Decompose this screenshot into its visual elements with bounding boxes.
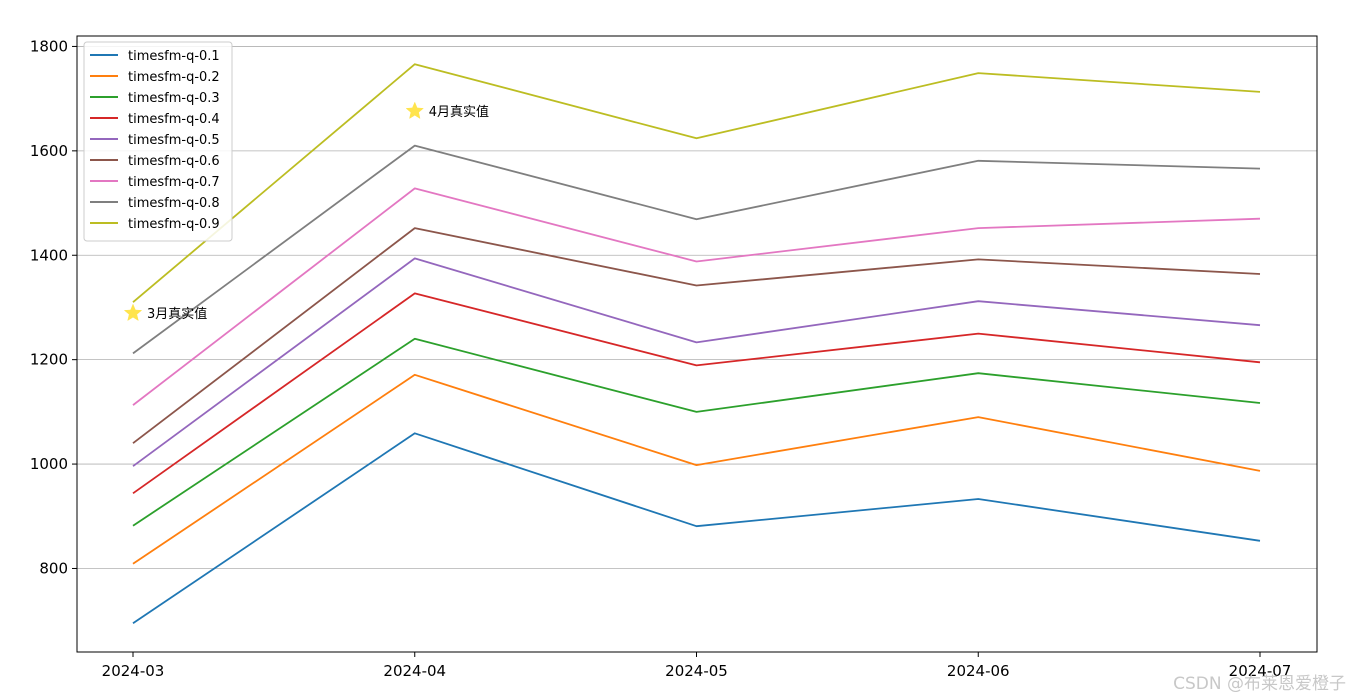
axis-ticks: 800 1000 1200 1400 1600 1800 2024-03 2024-04 202… <box>30 37 1292 680</box>
legend: timesfm-q-0.1 timesfm-q-0.2 timesfm-q-0.3 t… <box>83 41 233 242</box>
series-line-timesfm-q-0.9 <box>132 63 1261 303</box>
legend-label: timesfm-q-0.2 <box>128 70 220 85</box>
y-tick-label: 1600 <box>30 142 68 160</box>
legend-label: timesfm-q-0.8 <box>128 196 220 211</box>
x-tick-label: 2024-03 <box>102 662 165 680</box>
annotation-label: 4月真实值 <box>429 104 489 120</box>
legend-label: timesfm-q-0.9 <box>128 217 220 232</box>
legend-label: timesfm-q-0.7 <box>128 175 220 190</box>
x-tick-label: 2024-07 <box>1229 662 1292 680</box>
x-tick-label: 2024-05 <box>665 662 728 680</box>
grid-lines <box>77 46 1317 569</box>
annotation-label: 3月真实值 <box>147 306 207 322</box>
series-line-timesfm-q-0.5 <box>132 257 1261 467</box>
series-lines <box>132 63 1261 625</box>
series-line-timesfm-q-0.2 <box>132 373 1261 565</box>
series-line-timesfm-q-0.4 <box>132 292 1261 495</box>
legend-box <box>83 41 233 242</box>
y-tick-label: 1800 <box>30 37 68 55</box>
x-tick-label: 2024-06 <box>947 662 1010 680</box>
star-marker-icon <box>405 101 424 120</box>
annotations: 3月真实值 4月真实值 <box>123 101 489 322</box>
series-line-timesfm-q-0.8 <box>132 144 1261 355</box>
legend-label: timesfm-q-0.6 <box>128 154 220 169</box>
legend-label: timesfm-q-0.1 <box>128 49 220 64</box>
x-tick-label: 2024-04 <box>383 662 446 680</box>
legend-label: timesfm-q-0.5 <box>128 133 220 148</box>
legend-label: timesfm-q-0.4 <box>128 112 220 127</box>
y-tick-label: 1200 <box>30 351 68 369</box>
y-tick-label: 1000 <box>30 455 68 473</box>
series-line-timesfm-q-0.6 <box>132 227 1261 444</box>
series-line-timesfm-q-0.3 <box>132 337 1261 527</box>
series-line-timesfm-q-0.7 <box>132 187 1261 406</box>
y-tick-label: 800 <box>39 559 68 577</box>
watermark: CSDN @布莱恩爱橙子 <box>1173 674 1346 694</box>
series-line-timesfm-q-0.1 <box>132 432 1261 625</box>
star-marker-icon <box>123 303 143 322</box>
legend-label: timesfm-q-0.3 <box>128 91 220 106</box>
y-tick-label: 1400 <box>30 246 68 264</box>
